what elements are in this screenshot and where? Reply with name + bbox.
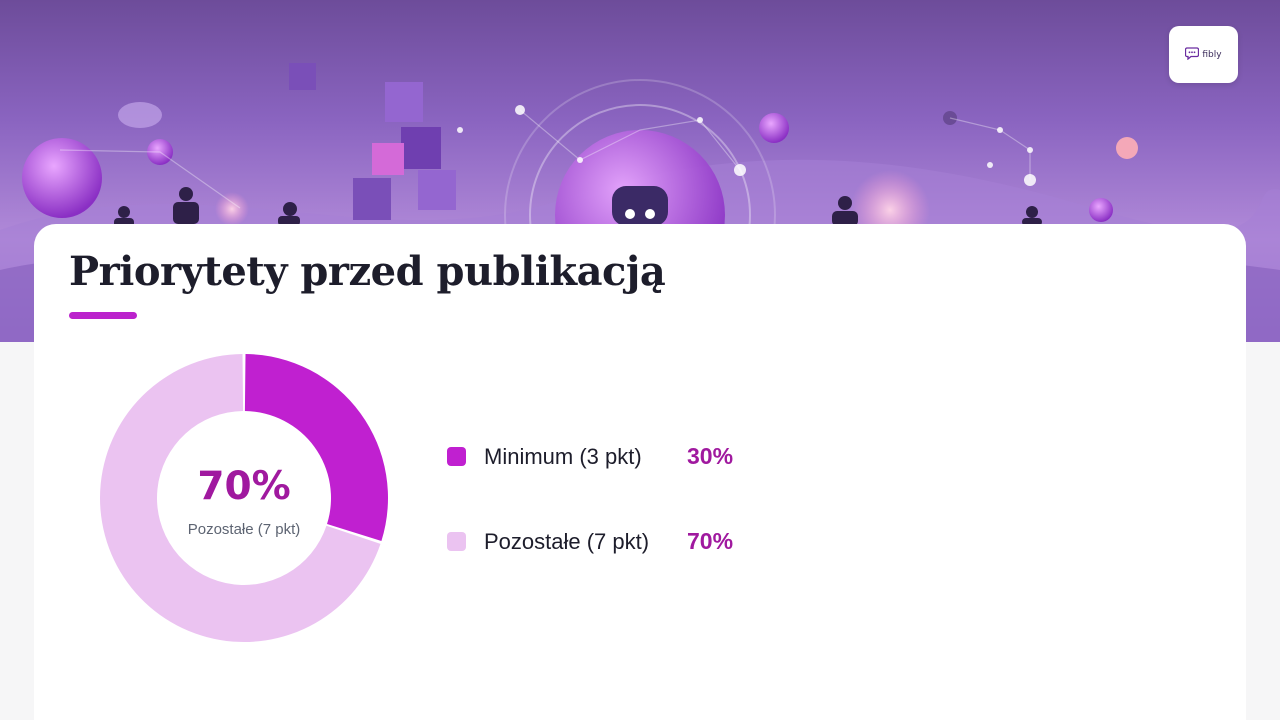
- legend-percent-pozostale: 70%: [687, 528, 734, 554]
- legend-item-pozostale: Pozostałe (7 pkt) 70%: [447, 526, 733, 556]
- legend-label-minimum: Minimum (3 pkt): [484, 444, 642, 469]
- legend-swatch-minimum: [447, 446, 466, 466]
- page-title: Priorytety przed publikacją: [69, 248, 666, 295]
- donut-slice-minimum: [244, 354, 389, 542]
- content-card: Priorytety przed publikacją 70% Pozostał…: [34, 224, 1246, 720]
- legend-percent-minimum: 30%: [687, 443, 734, 469]
- legend-swatch-pozostale: [447, 531, 466, 551]
- chat-bubble-icon: [1185, 45, 1200, 64]
- logo-text: fibly: [1202, 49, 1222, 60]
- legend-label-pozostale: Pozostałe (7 pkt): [484, 529, 650, 554]
- fibly-logo[interactable]: fibly: [1169, 26, 1238, 83]
- donut-center-label: Pozostałe (7 pkt): [187, 521, 301, 538]
- donut-center-value: 70%: [197, 464, 291, 509]
- legend-item-minimum: Minimum (3 pkt) 30%: [447, 441, 733, 471]
- donut-slice-pozostale: [99, 354, 381, 642]
- title-underline: [69, 312, 137, 319]
- donut-chart: [99, 354, 389, 642]
